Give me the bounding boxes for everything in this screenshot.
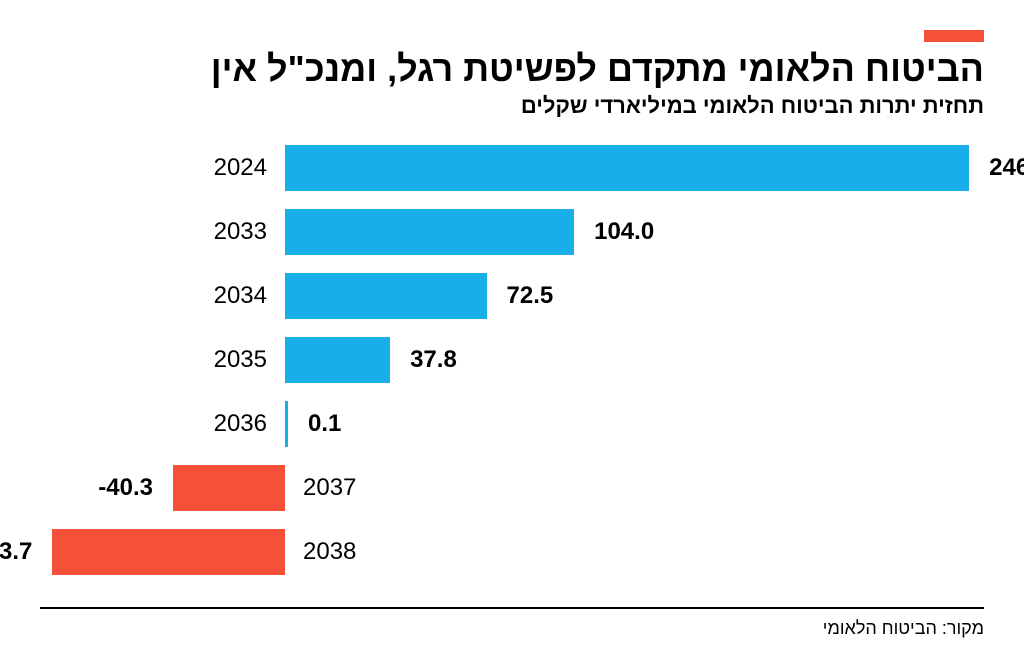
year-label: 2033 [214,218,267,246]
value-label: -83.7 [0,538,32,566]
bar-row: 2024246.1 [40,145,984,191]
value-label: 37.8 [410,346,457,374]
value-label: 104.0 [594,218,654,246]
bar [285,209,574,255]
chart-title: הביטוח הלאומי מתקדם לפשיטת רגל, ומנכ"ל א… [40,48,984,89]
year-label: 2038 [303,538,356,566]
chart-subtitle: תחזית יתרות הביטוח הלאומי במיליארדי שקלי… [40,93,984,119]
bar-row: 2038-83.7 [40,529,984,575]
bar [285,337,390,383]
bar-row: 2037 -40.3 [40,465,984,511]
bar [173,465,285,511]
year-label: 2036 [214,410,267,438]
footer-divider [40,607,984,609]
year-label: 2034 [214,282,267,310]
bar [285,401,288,447]
value-label: 0.1 [308,410,341,438]
value-label: 72.5 [507,282,554,310]
bar-row: 2034 72.5 [40,273,984,319]
value-label: -40.3 [98,474,153,502]
year-label: 2037 [303,474,356,502]
year-label: 2035 [214,346,267,374]
bar-row: 2035 37.8 [40,337,984,383]
value-label: 246.1 [989,154,1024,182]
bar-row: 2036 0.1 [40,401,984,447]
bar-chart: 2024246.1 2033 104.0 2034 72.5 2035 37.8 2036 0.… [40,145,984,600]
bar [52,529,285,575]
bar [285,273,487,319]
bar [285,145,969,191]
source-text: מקור: הביטוח הלאומי [823,618,984,639]
year-label: 2024 [214,154,267,182]
bar-row: 2033 104.0 [40,209,984,255]
accent-bar [924,30,984,42]
